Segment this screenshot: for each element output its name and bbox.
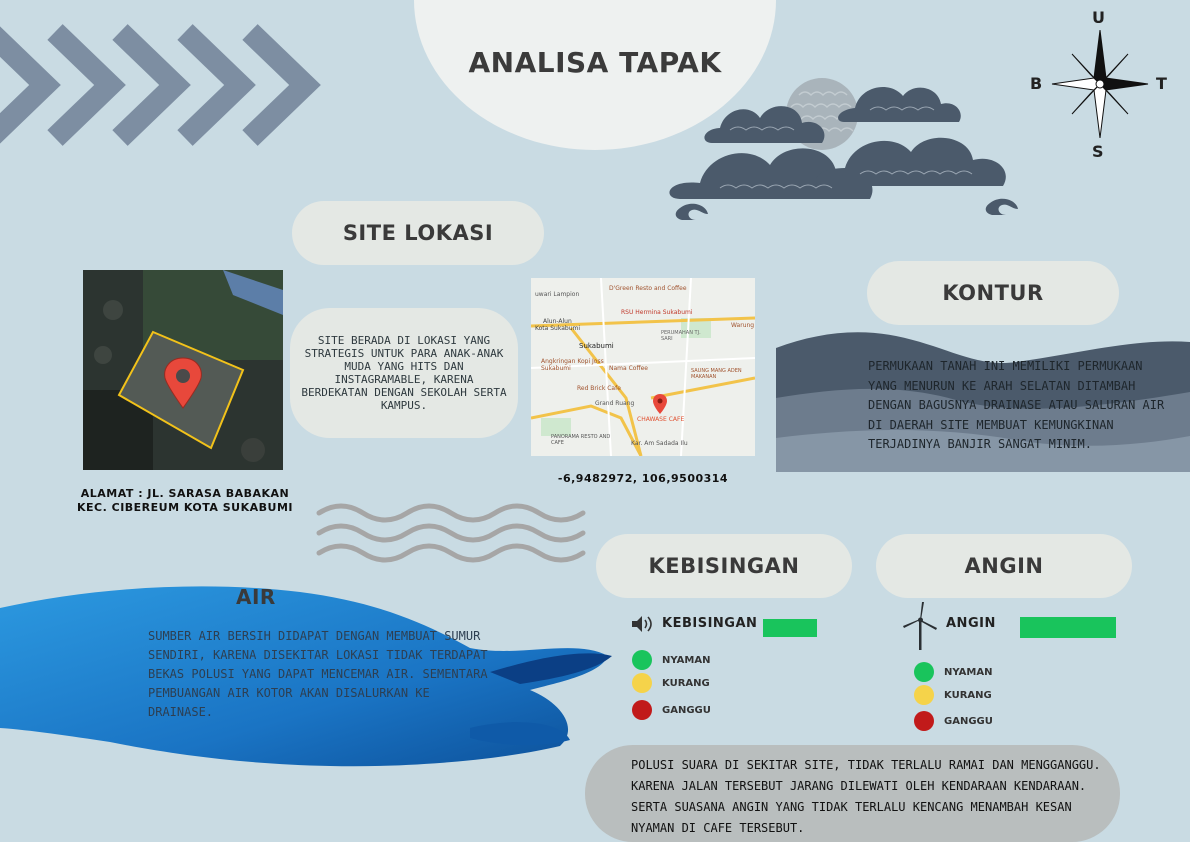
compass-east-label: T xyxy=(1156,74,1168,93)
map-label: Kar. Am Sadada Ilu xyxy=(631,440,688,447)
map-label: uwari Lampion xyxy=(535,291,580,298)
site-lokasi-heading: SITE LOKASI xyxy=(342,221,494,245)
ganggu-dot xyxy=(914,711,934,731)
site-address-line1: ALAMAT : JL. SARASA BABAKAN xyxy=(80,487,290,500)
kontur-waves xyxy=(776,332,1190,472)
kebisingan-description-bg xyxy=(585,745,1120,842)
kebisingan-legend-kurang: KURANG xyxy=(632,673,710,693)
map-pin-icon xyxy=(164,357,202,409)
map-label: SAUNG MANG ADEN MAKANAN xyxy=(691,368,742,380)
site-lokasi-pill: SITE LOKASI xyxy=(292,201,544,265)
nyaman-dot xyxy=(632,650,652,670)
site-description-pill: SITE BERADA DI LOKASI YANG STRATEGIS UNT… xyxy=(290,308,518,438)
nyaman-label: NYAMAN xyxy=(662,654,711,666)
site-coordinates: -6,9482972, 106,9500314 xyxy=(557,472,729,485)
angin-heading: ANGIN xyxy=(964,554,1044,578)
kurang-label: KURANG xyxy=(944,689,992,701)
angin-level-bar xyxy=(1020,617,1116,638)
kebisingan-heading: KEBISINGAN xyxy=(648,554,800,578)
nyaman-label: NYAMAN xyxy=(944,666,993,678)
kontur-text: PERMUKAAN TANAH INI MEMILIKI PERMUKAAN Y… xyxy=(868,359,1165,451)
page-title: ANALISA TAPAK xyxy=(468,46,722,79)
speaker-icon xyxy=(632,616,652,632)
angin-pill: ANGIN xyxy=(876,534,1132,598)
kebisingan-label: KEBISINGAN xyxy=(662,616,758,631)
compass: U S B T xyxy=(1030,8,1170,161)
map-label: Angkringan Kopi Joss Sukabumi xyxy=(541,358,604,372)
nyaman-dot xyxy=(914,662,934,682)
wave-decoration xyxy=(316,503,586,563)
compass-west-label: B xyxy=(1030,74,1043,93)
map-label: Sukabumi xyxy=(579,342,614,350)
kurang-dot xyxy=(914,685,934,705)
air-text: SUMBER AIR BERSIH DIDAPAT DENGAN MEMBUAT… xyxy=(148,629,488,719)
map-label: CHAWASE CAFE xyxy=(637,416,685,423)
ganggu-dot xyxy=(632,700,652,720)
kebisingan-pill: KEBISINGAN xyxy=(596,534,852,598)
map-label: RSU Hermina Sukabumi xyxy=(621,309,693,316)
ganggu-label: GANGGU xyxy=(662,704,711,716)
kontur-pill: KONTUR xyxy=(867,261,1119,325)
map-label: Alun-Alun xyxy=(543,318,572,325)
site-address-line2: KEC. CIBEREUM KOTA SUKABUMI xyxy=(77,501,293,514)
compass-rose-icon xyxy=(1051,29,1149,139)
compass-north-label: U xyxy=(1092,8,1106,27)
kebisingan-legend-ganggu: GANGGU xyxy=(632,700,711,720)
kebisingan-legend-nyaman: NYAMAN xyxy=(632,650,710,670)
map-label: Grand Ruang xyxy=(595,400,635,407)
air-heading: AIR xyxy=(236,585,276,609)
map-label: PANORAMA RESTO AND CAFE xyxy=(551,434,611,446)
map-label: PERUMAHAN TJ. SARI xyxy=(661,330,701,342)
site-satellite-image xyxy=(83,270,283,470)
water-shape xyxy=(0,586,612,767)
ganggu-label: GANGGU xyxy=(944,715,993,727)
angin-legend-kurang: KURANG xyxy=(914,685,992,705)
map-label: Red Brick Cafe xyxy=(577,385,621,392)
kebisingan-level-bar xyxy=(763,619,817,637)
kurang-label: KURANG xyxy=(662,677,710,689)
map-pin-icon xyxy=(653,394,667,414)
angin-label: ANGIN xyxy=(946,616,996,631)
kurang-dot xyxy=(632,673,652,693)
location-map: uwari Lampion D'Green Resto and Coffee R… xyxy=(531,278,755,456)
compass-south-label: S xyxy=(1092,142,1105,161)
map-label: D'Green Resto and Coffee xyxy=(609,285,687,292)
kebisingan-description: POLUSI SUARA DI SEKITAR SITE, TIDAK TERL… xyxy=(631,758,1101,835)
map-label: Warung xyxy=(731,322,755,329)
map-label: Kota Sukabumi xyxy=(535,325,581,332)
angin-legend-nyaman: NYAMAN xyxy=(914,662,992,682)
site-description: SITE BERADA DI LOKASI YANG STRATEGIS UNT… xyxy=(301,334,507,412)
cloud-icon xyxy=(669,86,1018,220)
chevron-right-icon xyxy=(0,24,321,146)
angin-legend-ganggu: GANGGU xyxy=(914,711,993,731)
wind-turbine-icon xyxy=(903,602,937,650)
kontur-heading: KONTUR xyxy=(942,281,1044,305)
map-label: Nama Coffee xyxy=(609,365,648,372)
